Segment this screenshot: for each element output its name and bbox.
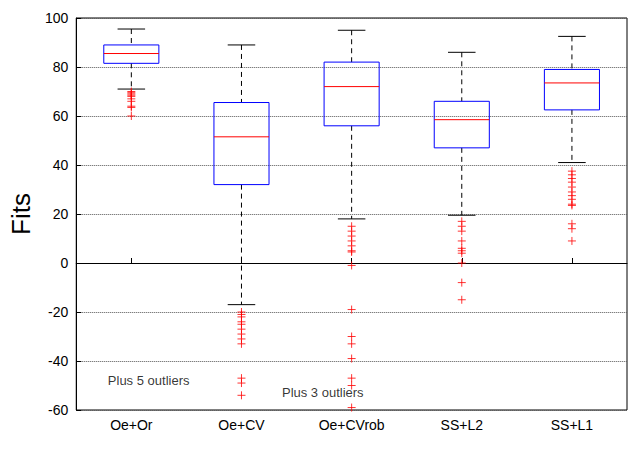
svg-text:SS+L1: SS+L1 <box>551 417 594 433</box>
svg-text:Plus 5 outliers: Plus 5 outliers <box>108 373 190 388</box>
svg-text:-60: -60 <box>48 402 68 418</box>
svg-text:100: 100 <box>45 10 69 26</box>
svg-text:Oe+CVrob: Oe+CVrob <box>319 417 385 433</box>
svg-text:40: 40 <box>53 157 69 173</box>
svg-text:0: 0 <box>60 255 68 271</box>
svg-text:60: 60 <box>53 108 69 124</box>
svg-text:-20: -20 <box>48 304 68 320</box>
svg-text:Plus 3 outliers: Plus 3 outliers <box>282 385 364 400</box>
svg-text:Oe+CV: Oe+CV <box>218 417 265 433</box>
svg-text:-40: -40 <box>48 353 68 369</box>
svg-text:SS+L2: SS+L2 <box>441 417 484 433</box>
svg-text:20: 20 <box>53 206 69 222</box>
svg-text:Oe+Or: Oe+Or <box>110 417 153 433</box>
svg-text:80: 80 <box>53 59 69 75</box>
svg-text:Fits: Fits <box>6 193 36 235</box>
